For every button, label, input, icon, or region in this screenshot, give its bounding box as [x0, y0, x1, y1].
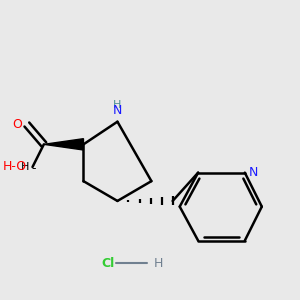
- Text: O: O: [13, 118, 22, 131]
- Text: H: H: [21, 162, 30, 172]
- Text: H: H: [113, 100, 122, 110]
- Text: N: N: [113, 104, 122, 117]
- Text: Cl: Cl: [101, 257, 115, 270]
- Text: H-O: H-O: [3, 160, 27, 173]
- Text: N: N: [249, 166, 258, 179]
- Text: H: H: [154, 257, 164, 270]
- Polygon shape: [44, 139, 83, 150]
- Text: -: -: [32, 162, 36, 175]
